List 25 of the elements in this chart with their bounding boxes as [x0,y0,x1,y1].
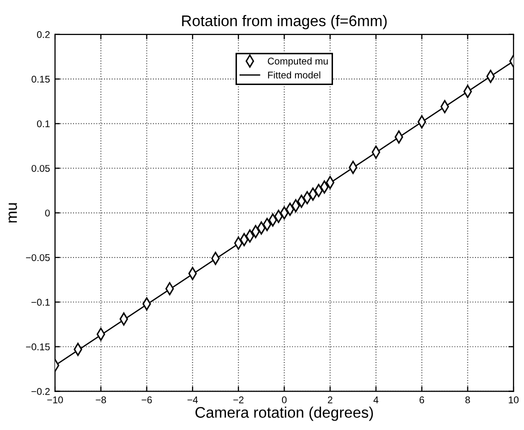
x-tick-label: 0 [282,396,287,404]
x-tick-label: −4 [188,396,198,404]
y-tick-label: −0.2 [31,388,50,395]
y-tick-label: 0.15 [32,76,50,83]
legend-label: Computed mu [268,57,328,66]
x-tick-label: −8 [96,396,106,404]
x-tick-label: −2 [233,396,244,404]
x-tick-label: 2 [328,396,332,404]
x-tick-label: 8 [465,396,470,404]
y-tick-label: −0.1 [31,298,50,306]
x-tick-label: 4 [373,396,378,404]
y-tick-label: 0.1 [37,120,50,128]
y-tick-label: 0.05 [32,164,50,172]
x-tick-label: −6 [142,396,152,404]
y-tick-label: 0.2 [37,31,50,38]
chart-title: Rotation from images (f=6mm) [182,14,387,30]
y-tick-label: −0.15 [26,343,50,350]
x-tick-label: 6 [420,396,424,404]
y-axis-title: mu [8,203,17,222]
x-tick-label: −10 [47,396,63,404]
x-axis-title: Camera rotation (degrees) [195,406,373,421]
x-tick-label: 10 [508,396,519,404]
y-tick-label: −0.05 [26,254,50,262]
y-tick-label: 0 [45,210,50,216]
legend-label: Fitted model [268,71,320,78]
